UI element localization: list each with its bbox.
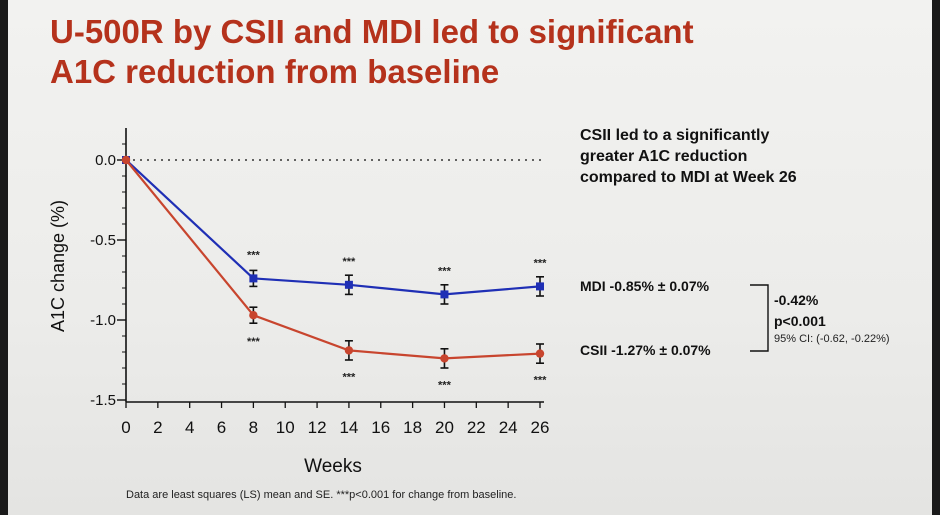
- x-axis-title: Weeks: [304, 456, 362, 477]
- title-line-2: A1C reduction from baseline: [50, 53, 500, 90]
- x-tick-label: 18: [403, 418, 422, 437]
- x-tick-label: 16: [371, 418, 390, 437]
- significance-marker: ***: [534, 375, 548, 387]
- y-tick-label: 0.0: [95, 152, 116, 169]
- difference-label: -0.42%: [774, 292, 819, 308]
- data-point-mdi: [440, 290, 449, 299]
- x-tick-label: 2: [153, 418, 162, 437]
- data-point-csii: [121, 155, 131, 165]
- x-tick-label: 10: [276, 418, 295, 437]
- title-line-1: U-500R by CSII and MDI led to significan…: [50, 13, 694, 50]
- y-axis-title: A1C change (%): [48, 200, 68, 332]
- x-tick-label: 24: [499, 418, 518, 437]
- data-point-mdi: [536, 282, 544, 291]
- y-tick-label: -1.0: [90, 312, 116, 329]
- series-line-mdi: [125, 159, 541, 296]
- comparison-bracket: [750, 284, 769, 352]
- significance-marker: ***: [247, 336, 261, 348]
- data-point-mdi: [249, 274, 258, 283]
- note-line-3: compared to MDI at Week 26: [580, 169, 797, 186]
- csii-result-label: CSII -1.27% ± 0.07%: [580, 342, 711, 358]
- data-point-csii: [249, 311, 258, 320]
- y-tick-label: -1.5: [90, 392, 116, 409]
- data-point-csii: [440, 354, 449, 363]
- significance-marker: ***: [343, 371, 357, 383]
- ci-label: 95% CI: (-0.62, -0.22%): [774, 333, 890, 345]
- significance-marker: ***: [438, 379, 452, 391]
- x-tick-label: 14: [339, 418, 358, 437]
- note-line-1: CSII led to a significantly: [580, 127, 770, 144]
- note-line-2: greater A1C reduction: [580, 148, 748, 165]
- x-tick-label: 0: [121, 418, 130, 437]
- x-tick-label: 22: [467, 418, 486, 437]
- a1c-chart: 0.0-0.5-1.0-1.50 2 4 6 8 10 12 14 16 18 20 22 24 26We…: [48, 128, 769, 477]
- data-point-mdi: [344, 280, 353, 289]
- slide: U-500R by CSII and MDI led to significan…: [8, 0, 932, 515]
- data-point-csii: [344, 346, 354, 355]
- x-tick-label: 26: [531, 418, 550, 437]
- p-value-label: p<0.001: [774, 313, 826, 329]
- slide-title: U-500R by CSII and MDI led to significan…: [50, 12, 870, 92]
- csii-note: CSII led to a significantly greater A1C …: [580, 125, 797, 188]
- significance-marker: ***: [534, 257, 548, 269]
- x-tick-label: 20: [435, 418, 454, 437]
- significance-marker: ***: [343, 256, 357, 268]
- mdi-result-label: MDI -0.85% ± 0.07%: [580, 278, 710, 294]
- y-tick-label: -0.5: [90, 232, 116, 249]
- footnote: Data are least squares (LS) mean and SE.…: [126, 489, 517, 501]
- x-tick-label: 12: [308, 418, 327, 437]
- data-point-csii: [535, 349, 545, 358]
- series-line-csii: [125, 159, 541, 360]
- significance-marker: ***: [247, 249, 261, 261]
- significance-marker: ***: [438, 265, 452, 277]
- x-tick-label: 4: [185, 418, 194, 437]
- x-tick-label: 8: [249, 418, 258, 437]
- x-tick-label: 6: [217, 418, 226, 437]
